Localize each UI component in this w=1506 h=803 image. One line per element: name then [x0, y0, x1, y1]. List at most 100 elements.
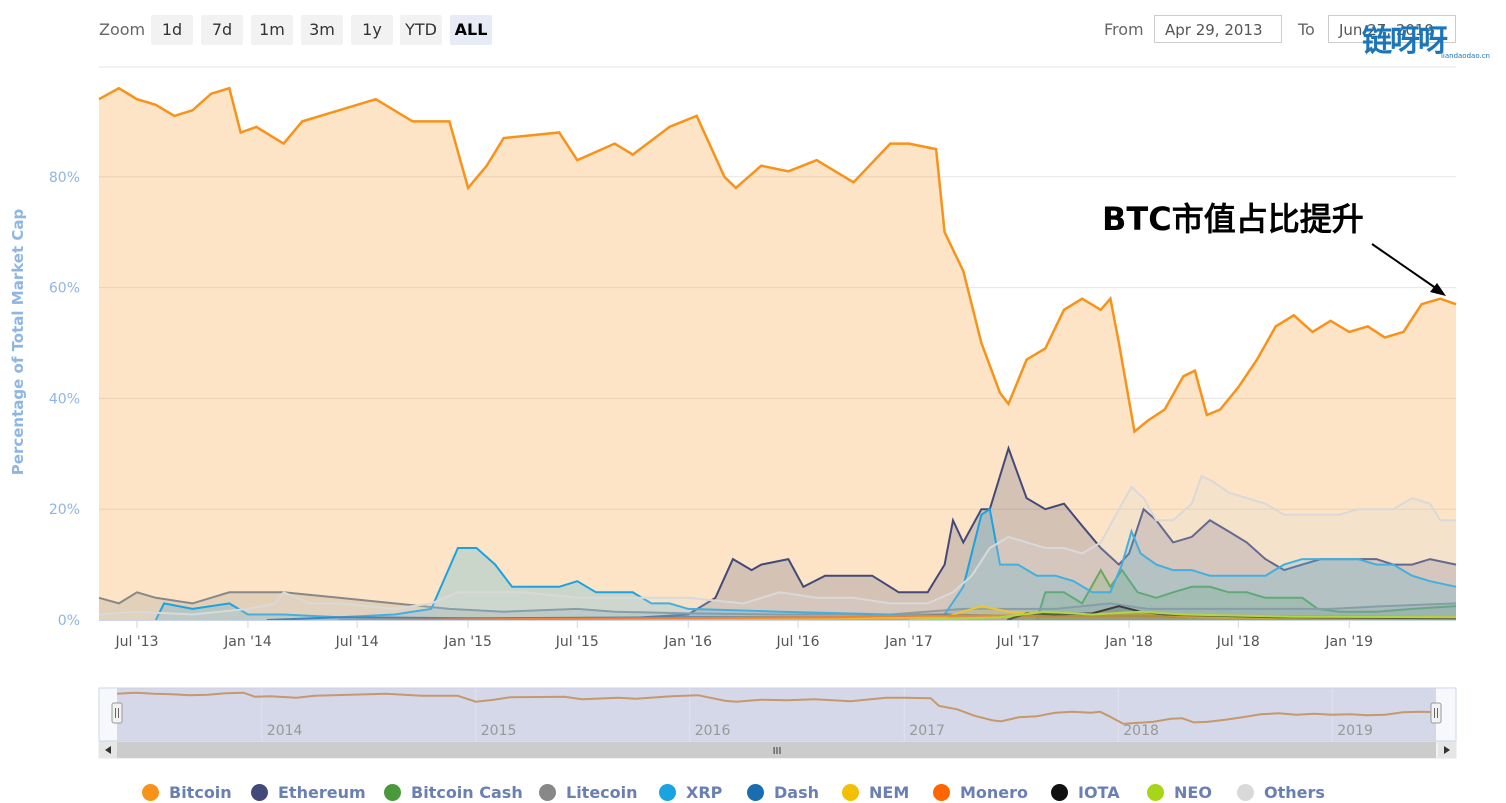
legend-item-bitcoin-cash[interactable]: Bitcoin Cash	[384, 782, 523, 802]
navigator-year-label: 2017	[909, 723, 945, 739]
legend-marker-icon	[659, 783, 676, 801]
legend-item-dash[interactable]: Dash	[747, 782, 819, 802]
legend-item-bitcoin[interactable]: Bitcoin	[142, 782, 232, 802]
bitcoin-cash-line	[1035, 568, 1457, 621]
scrollbar-thumb	[117, 742, 1436, 758]
legend-label: Bitcoin Cash	[411, 782, 523, 802]
y-axis-tick-labels: 0% 20% 40% 60% 80%	[49, 170, 80, 629]
x-tick-label: Jan '16	[663, 634, 712, 650]
to-date-input[interactable]: Jun 27, 2019	[1328, 15, 1456, 43]
navigator[interactable]: 2014 2015 2016 2017 2018 2019 III	[98, 687, 1457, 759]
legend-item-litecoin[interactable]: Litecoin	[539, 782, 638, 802]
zoom-3m-button[interactable]: 3m	[301, 15, 343, 45]
range-selector-bar: Zoom 1d 7d 1m 3m 1y YTD ALL From Apr 29,…	[0, 0, 1506, 60]
x-tick-label: Jul '13	[114, 634, 158, 650]
neo-area	[909, 611, 1456, 620]
xrp-line	[154, 507, 1457, 621]
x-tick-label: Jul '14	[335, 634, 379, 650]
legend-label: Monero	[960, 782, 1029, 802]
from-date-input[interactable]: Apr 29, 2013	[1154, 15, 1282, 43]
legend-item-xrp[interactable]: XRP	[659, 782, 722, 802]
legend-label: Dash	[774, 782, 819, 802]
x-tick-label: Jan '18	[1104, 634, 1153, 650]
legend-label: NEO	[1174, 782, 1212, 802]
scroll-right-arrow-icon	[1444, 746, 1450, 754]
legend-label: IOTA	[1078, 782, 1120, 802]
others-line	[98, 474, 1456, 616]
legend-label: Litecoin	[566, 782, 638, 802]
legend-item-nem[interactable]: NEM	[842, 782, 909, 802]
legend-marker-icon	[1051, 783, 1068, 801]
watermark-logo: 链呀呀 liandaodao.cn	[1362, 16, 1494, 62]
zoom-all-button[interactable]: ALL	[450, 15, 492, 45]
navigator-year-label: 2019	[1337, 723, 1373, 739]
zoom-7d-button[interactable]: 7d	[201, 15, 243, 45]
legend-marker-icon	[142, 783, 159, 801]
to-label: To	[1298, 20, 1315, 39]
litecoin-line	[98, 591, 1457, 616]
nem-area	[522, 606, 1456, 620]
legend-label: Bitcoin	[169, 782, 232, 802]
legend-item-others[interactable]: Others	[1237, 782, 1325, 802]
zoom-ytd-button[interactable]: YTD	[400, 15, 442, 45]
bitcoin-area	[99, 88, 1456, 620]
x-axis-tick-labels: Jul '13 Jan '14 Jul '14 Jan '15 Jul '15 Jan '…	[99, 620, 1456, 650]
bitcoin-line	[98, 86, 1457, 434]
neo-line	[908, 610, 1457, 621]
legend-label: NEM	[869, 782, 910, 802]
market-cap-chart: 0% 20% 40% 60% 80% Jul '13 Jan '14 Jul '14 Jan …	[9, 66, 1457, 759]
y-tick-label: 80%	[49, 170, 80, 186]
scroll-left-arrow-icon	[105, 746, 111, 754]
ethereum-area	[599, 448, 1456, 620]
zoom-label: Zoom	[99, 20, 146, 39]
navigator-year-label: 2015	[481, 723, 517, 739]
legend-marker-icon	[1147, 783, 1164, 801]
legend-item-ethereum[interactable]: Ethereum	[251, 782, 366, 802]
navigator-year-label: 2014	[267, 723, 303, 739]
x-tick-label: Jan '15	[443, 634, 492, 650]
annotation-arrowhead	[1430, 283, 1446, 296]
y-tick-label: 0%	[58, 613, 80, 629]
legend-marker-icon	[933, 783, 950, 801]
x-tick-label: Jul '15	[555, 634, 599, 650]
x-tick-label: Jan '17	[884, 634, 933, 650]
x-tick-label: Jul '16	[775, 634, 819, 650]
legend-item-neo[interactable]: NEO	[1147, 782, 1212, 802]
annotation-arrow	[1371, 243, 1441, 292]
btc-annotation: BTC市值占比提升	[1102, 200, 1364, 238]
grid-lines	[99, 66, 1456, 510]
legend-marker-icon	[539, 783, 556, 801]
legend-item-monero[interactable]: Monero	[933, 782, 1028, 802]
navigator-year-label: 2018	[1123, 723, 1159, 739]
y-tick-label: 20%	[49, 502, 80, 518]
navigator-bitcoin-line	[116, 691, 1437, 725]
legend-label: XRP	[686, 782, 723, 802]
watermark-subtext: liandaodao.cn	[1440, 52, 1490, 60]
others-area	[99, 476, 1456, 620]
x-tick-label: Jan '19	[1324, 634, 1373, 650]
legend-label: Others	[1264, 782, 1325, 802]
y-axis-title: Percentage of Total Market Cap	[9, 209, 27, 476]
iota-area	[1007, 606, 1456, 620]
legend-label: Ethereum	[278, 782, 366, 802]
navigator-selected-range	[117, 688, 1436, 741]
x-tick-label: Jul '18	[1216, 634, 1260, 650]
zoom-1d-button[interactable]: 1d	[151, 15, 193, 45]
navigator-year-label: 2016	[695, 723, 731, 739]
zoom-1y-button[interactable]: 1y	[351, 15, 393, 45]
scrollbar-grip: III	[773, 746, 782, 757]
y-tick-label: 60%	[49, 281, 80, 297]
legend-marker-icon	[842, 783, 859, 801]
y-tick-label: 40%	[49, 391, 80, 407]
zoom-1m-button[interactable]: 1m	[251, 15, 293, 45]
legend-marker-icon	[1237, 783, 1254, 801]
x-tick-label: Jul '17	[996, 634, 1040, 650]
legend-marker-icon	[251, 783, 268, 801]
navigator-right-handle	[1430, 702, 1442, 724]
from-label: From	[1104, 20, 1144, 39]
series-areas	[98, 86, 1457, 621]
legend-marker-icon	[747, 783, 764, 801]
navigator-left-handle	[111, 702, 123, 724]
legend-marker-icon	[384, 783, 401, 801]
legend-item-iota[interactable]: IOTA	[1051, 782, 1120, 802]
